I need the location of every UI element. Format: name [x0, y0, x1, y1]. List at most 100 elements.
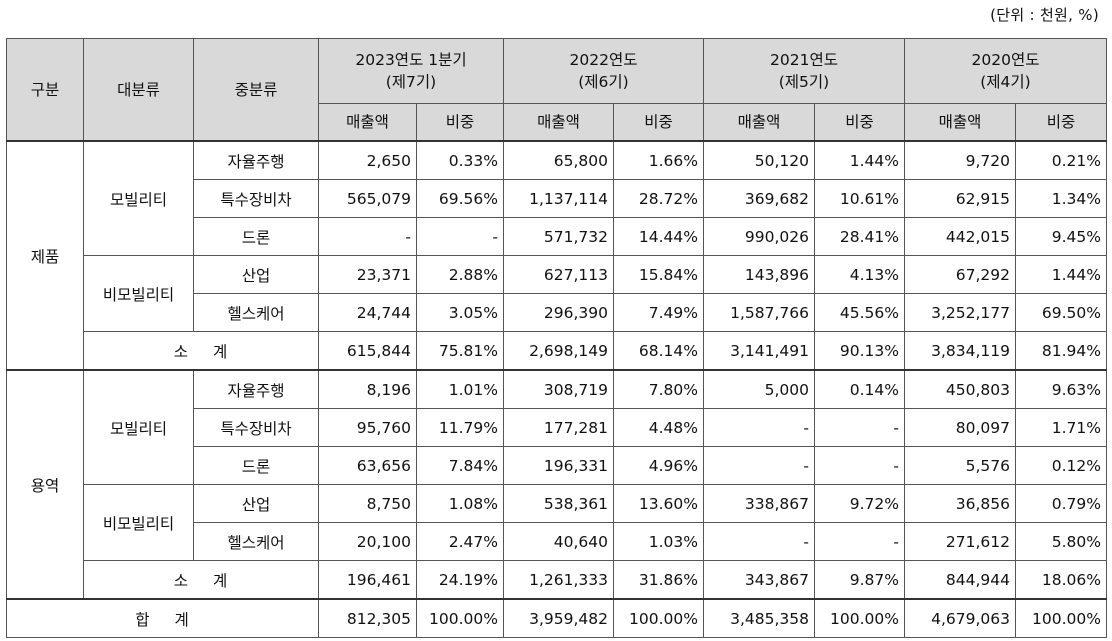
cell-value: 7.49% [613, 293, 704, 332]
cell-value: 0.14% [814, 369, 905, 409]
cell-value: 5,576 [904, 446, 1016, 485]
cell-value: 9.87% [814, 560, 905, 600]
row-label: 산업 [193, 255, 319, 294]
row-label: 자율주행 [193, 369, 319, 409]
cell-value: 9.45% [1015, 217, 1107, 256]
cell-value: 90.13% [814, 331, 905, 371]
cell-value: 3.05% [416, 293, 504, 332]
header-period-year: 2021연도 [770, 51, 838, 69]
cell-value: 65,800 [503, 140, 614, 180]
cell-value: 571,732 [503, 217, 614, 256]
cell-value: 7.84% [416, 446, 504, 485]
table-row: 드론 - - 571,732 14.44% 990,026 28.41% 442… [7, 217, 1107, 256]
cell-value: 1.44% [1015, 255, 1107, 294]
header-period-year: 2020연도 [971, 51, 1040, 69]
cell-value: 7.80% [613, 369, 704, 409]
cell-value: 2.88% [416, 255, 504, 294]
header-sales: 매출액 [703, 103, 815, 142]
cell-value: 177,281 [503, 408, 614, 447]
table-row: 용역 모빌리티 자율주행 8,196 1.01% 308,719 7.80% 5… [6, 369, 1107, 600]
cell-value: 24.19% [416, 560, 504, 600]
cell-value: - [318, 217, 417, 256]
subtotal-label: 소 계 [83, 331, 319, 371]
header-sales: 매출액 [503, 103, 614, 142]
cell-value: 1,261,333 [503, 560, 614, 600]
header-major: 대분류 [83, 38, 194, 142]
table-row: 헬스케어 20,100 2.47% 40,640 1.03% - - 271,6… [7, 522, 1107, 561]
cell-value: 4.96% [613, 446, 704, 485]
cell-value: 369,682 [703, 179, 815, 218]
cell-value: 338,867 [703, 484, 815, 523]
header-row-metrics: 매출액 비중 매출액 비중 매출액 비중 매출액 비중 [7, 103, 1107, 142]
cell-value: 100.00% [416, 598, 504, 638]
cell-value: 62,915 [904, 179, 1016, 218]
cell-value: 11.79% [416, 408, 504, 447]
cell-value: 1.44% [814, 140, 905, 180]
cell-value: 565,079 [318, 179, 417, 218]
cell-value: 63,656 [318, 446, 417, 485]
header-row-periods: 구분 대분류 중분류 2023연도 1분기 (제7기) 2022연도 (제6기)… [6, 38, 1107, 142]
group-mobility: 모빌리티 [83, 369, 194, 485]
cell-value: 5,000 [703, 369, 815, 409]
cell-value: 812,305 [318, 598, 417, 638]
header-middle: 중분류 [193, 38, 319, 142]
cell-value: 2.47% [416, 522, 504, 561]
cell-value: 3,485,358 [703, 598, 815, 638]
cell-value: 20,100 [318, 522, 417, 561]
header-period-term: (제7기) [385, 73, 437, 91]
cell-value: 343,867 [703, 560, 815, 600]
row-label: 자율주행 [193, 140, 319, 180]
cell-value: 45.56% [814, 293, 905, 332]
cell-value: - [416, 217, 504, 256]
row-label: 산업 [193, 484, 319, 523]
cell-value: 24,744 [318, 293, 417, 332]
cell-value: 68.14% [613, 331, 704, 371]
cell-value: 196,331 [503, 446, 614, 485]
cell-value: 23,371 [318, 255, 417, 294]
header-ratio: 비중 [814, 103, 905, 142]
row-label: 헬스케어 [193, 293, 319, 332]
cell-value: 50,120 [703, 140, 815, 180]
group-product: 제품 [6, 140, 84, 371]
cell-value: 75.81% [416, 331, 504, 371]
cell-value: 13.60% [613, 484, 704, 523]
cell-value: 36,856 [904, 484, 1016, 523]
cell-value: 844,944 [904, 560, 1016, 600]
header-period-year: 2022연도 [569, 51, 638, 69]
cell-value: 296,390 [503, 293, 614, 332]
header-period: 2022연도 (제6기) [503, 38, 704, 104]
header-period: 2020연도 (제4기) [904, 38, 1107, 104]
cell-value: 308,719 [503, 369, 614, 409]
table-row: 비모빌리티 산업 23,371 2.88% 627,113 15.84% 143… [7, 255, 1107, 332]
cell-value: 8,750 [318, 484, 417, 523]
cell-value: - [703, 408, 815, 447]
cell-value: 450,803 [904, 369, 1016, 409]
cell-value: 69.56% [416, 179, 504, 218]
cell-value: 0.33% [416, 140, 504, 180]
row-label: 특수장비차 [193, 408, 319, 447]
cell-value: 3,252,177 [904, 293, 1016, 332]
header-gubun: 구분 [6, 38, 84, 142]
group-non-mobility: 비모빌리티 [83, 484, 194, 561]
cell-value: - [703, 446, 815, 485]
table-row: 비모빌리티 산업 8,750 1.08% 538,361 13.60% 338,… [7, 484, 1107, 561]
header-period-year: 2023연도 1분기 [355, 51, 467, 69]
cell-value: 3,959,482 [503, 598, 614, 638]
cell-value: 1,587,766 [703, 293, 815, 332]
cell-value: 0.79% [1015, 484, 1107, 523]
header-period: 2023연도 1분기 (제7기) [318, 38, 504, 104]
group-non-mobility: 비모빌리티 [83, 255, 194, 332]
subtotal-row: 소 계 615,844 75.81% 2,698,149 68.14% 3,14… [7, 331, 1107, 371]
cell-value: 627,113 [503, 255, 614, 294]
header-ratio: 비중 [613, 103, 704, 142]
cell-value: 538,361 [503, 484, 614, 523]
header-ratio: 비중 [1015, 103, 1107, 142]
cell-value: 1.66% [613, 140, 704, 180]
table-row: 제품 모빌리티 자율주행 2,650 0.33% 65,800 1.66% 50… [6, 140, 1107, 371]
row-label: 드론 [193, 217, 319, 256]
header-ratio: 비중 [416, 103, 504, 142]
cell-value: 990,026 [703, 217, 815, 256]
cell-value: 95,760 [318, 408, 417, 447]
group-mobility: 모빌리티 [83, 140, 194, 256]
cell-value: 14.44% [613, 217, 704, 256]
